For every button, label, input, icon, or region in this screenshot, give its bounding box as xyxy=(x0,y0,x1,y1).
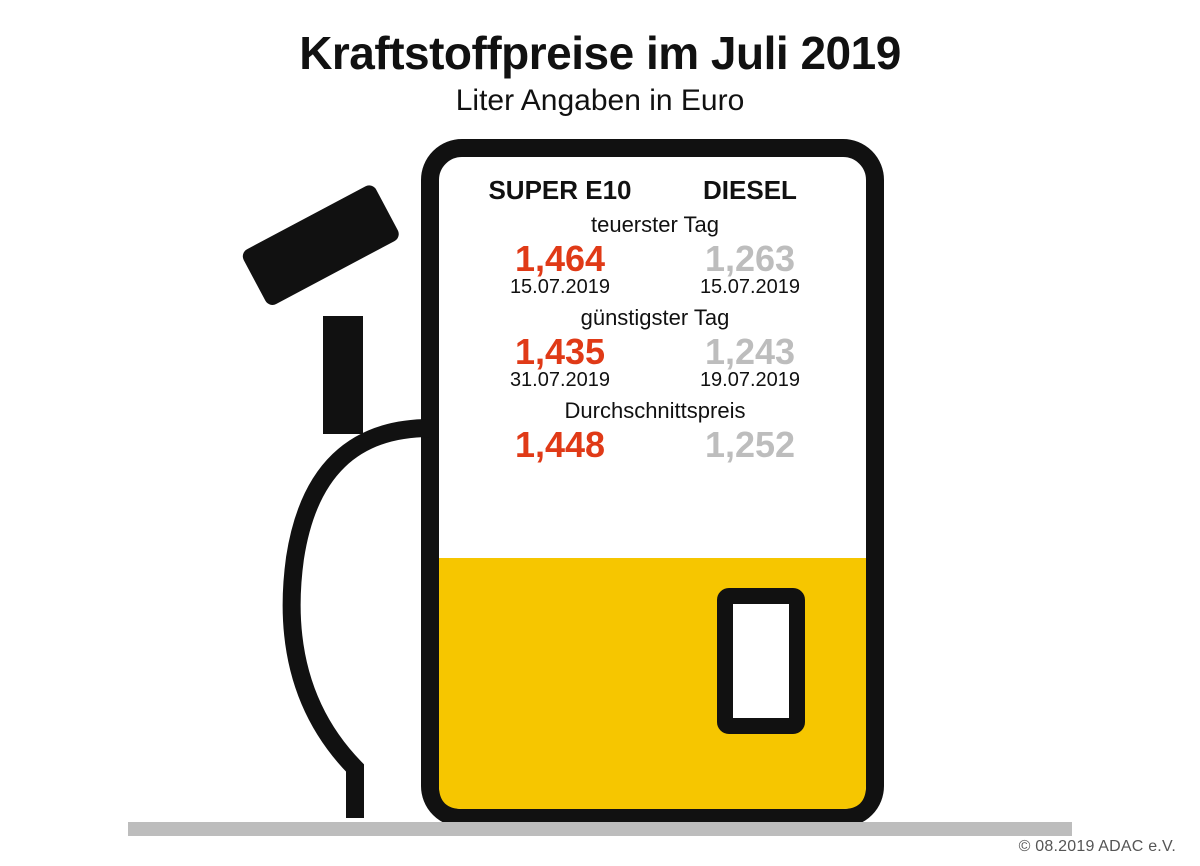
super-cheap-price: 1,435 xyxy=(473,333,647,371)
diesel-expensive-price: 1,263 xyxy=(663,240,837,278)
page-title: Kraftstoffpreise im Juli 2019 xyxy=(0,26,1200,80)
super-expensive-date: 15.07.2019 xyxy=(473,276,647,299)
copyright-text: © 08.2019 ADAC e.V. xyxy=(1019,838,1176,856)
page-subtitle: Liter Angaben in Euro xyxy=(0,84,1200,118)
label-average: Durchschnittspreis xyxy=(455,398,855,424)
super-average-price: 1,448 xyxy=(473,426,647,464)
diesel-cheap-date: 19.07.2019 xyxy=(663,369,837,392)
column-header-diesel: DIESEL xyxy=(655,175,837,206)
label-expensive-day: teuerster Tag xyxy=(455,212,855,238)
diesel-cheap-price: 1,243 xyxy=(663,333,837,371)
diesel-expensive-date: 15.07.2019 xyxy=(663,276,837,299)
super-expensive-price: 1,464 xyxy=(473,240,647,278)
super-cheap-date: 31.07.2019 xyxy=(473,369,647,392)
label-cheap-day: günstigster Tag xyxy=(455,305,855,331)
column-header-super: SUPER E10 xyxy=(473,175,655,206)
diesel-average-price: 1,252 xyxy=(663,426,837,464)
price-panel: SUPER E10 DIESEL teuerster Tag 1,464 15.… xyxy=(455,175,855,463)
ground-line xyxy=(128,822,1072,836)
